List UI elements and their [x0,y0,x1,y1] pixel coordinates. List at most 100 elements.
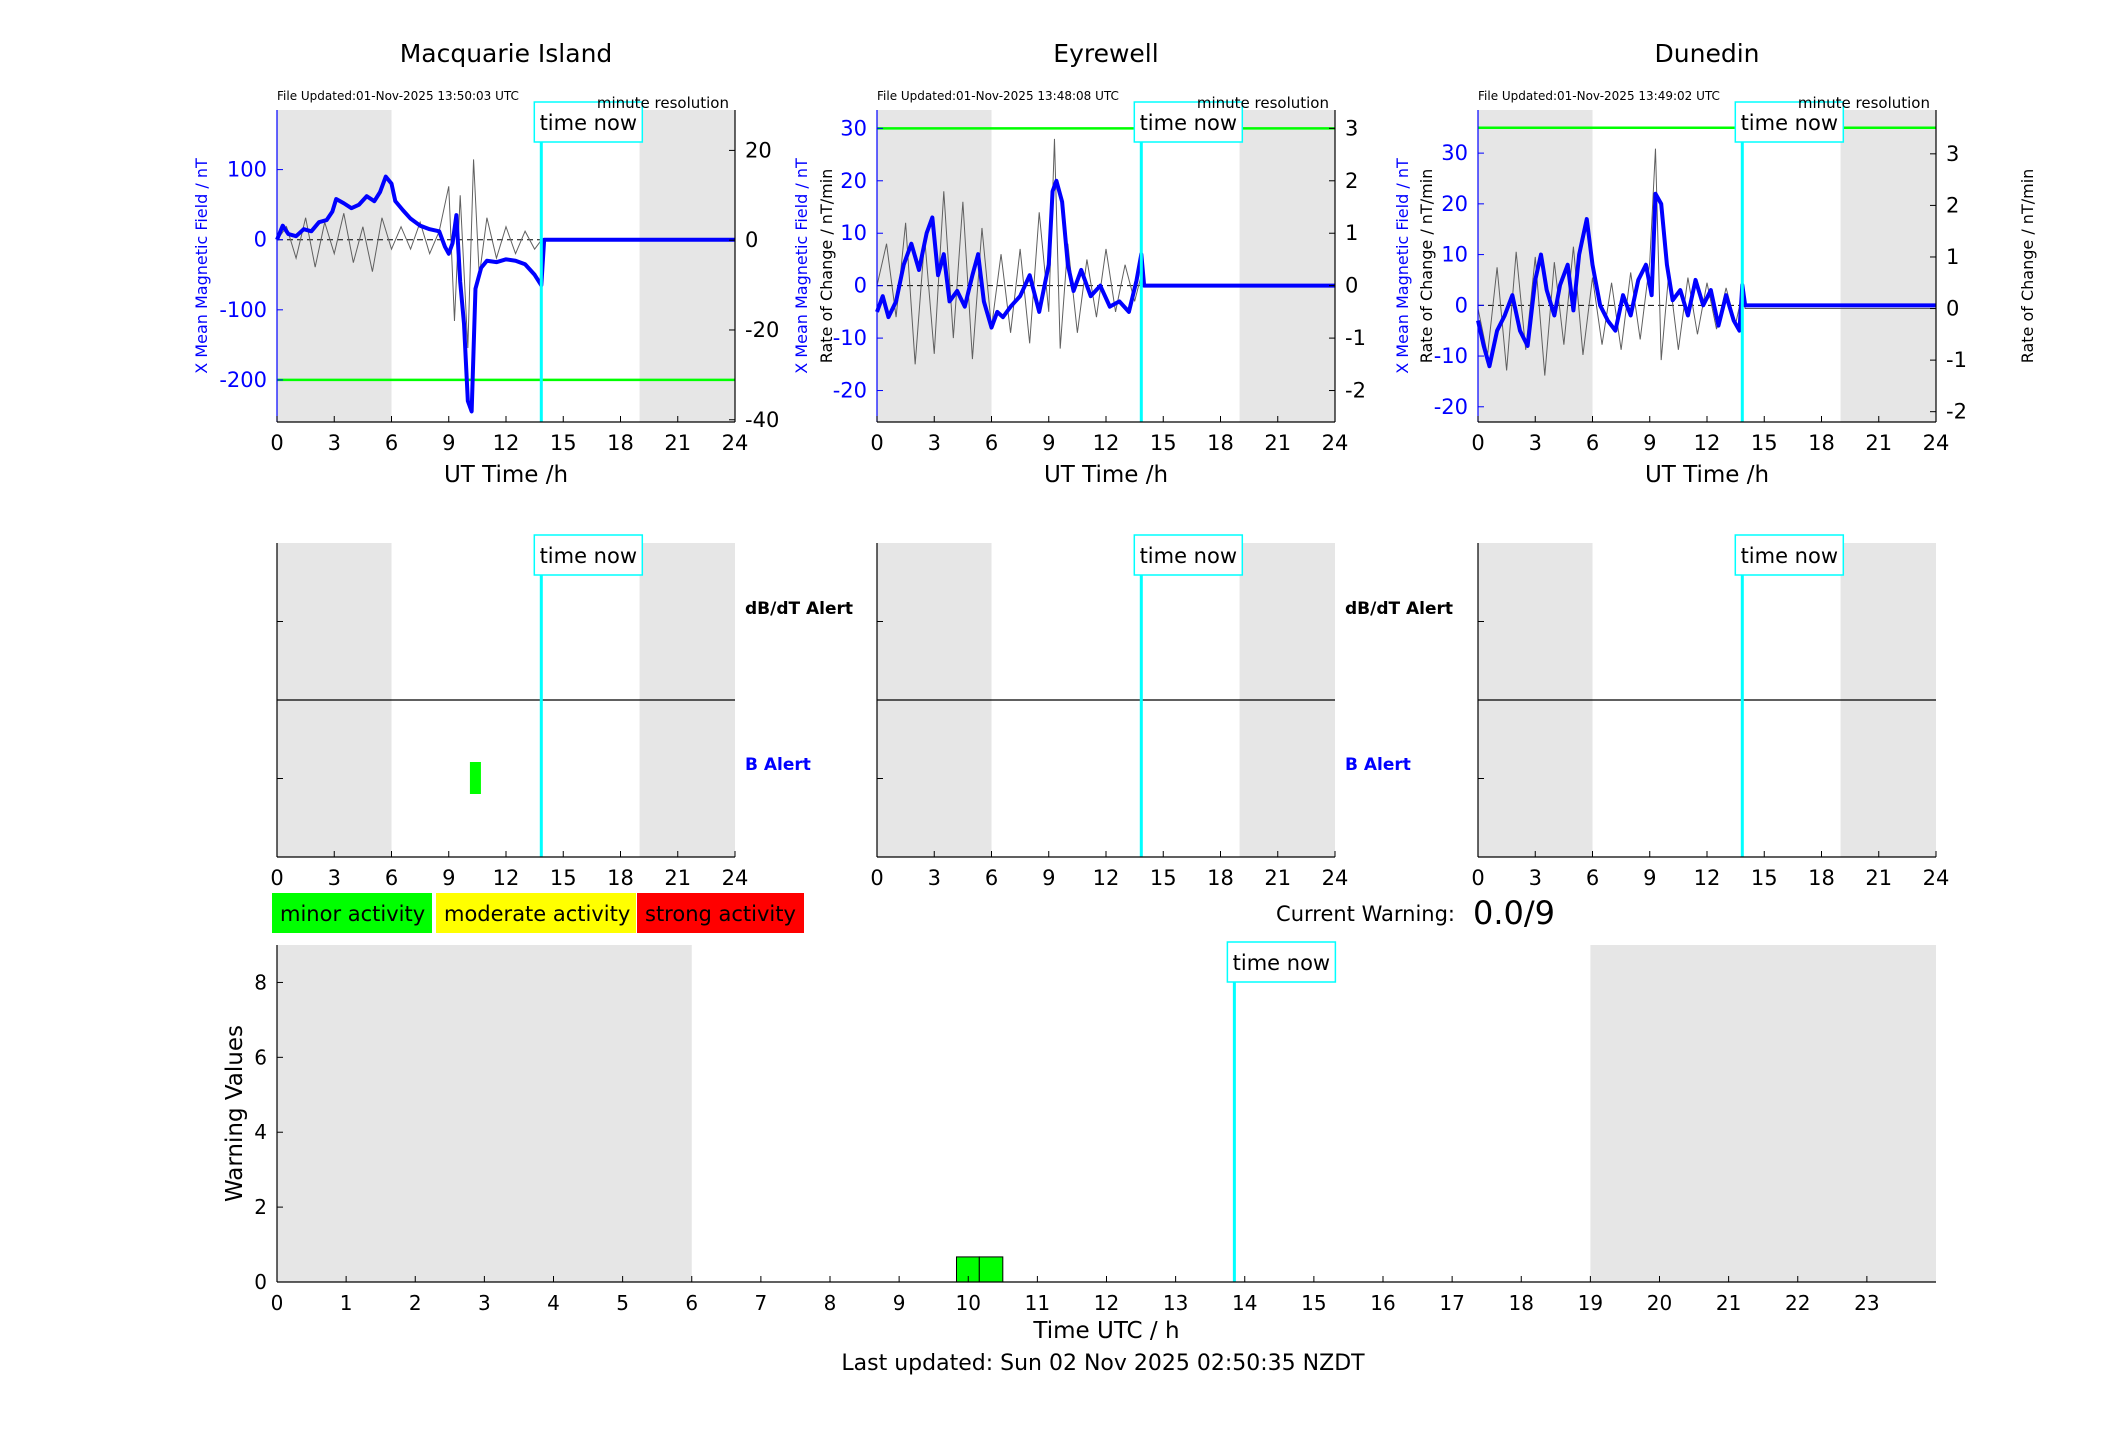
y-tick-label-right: 3 [1345,116,1358,140]
x-tick-label: 6 [1586,866,1599,890]
x-tick-label: 3 [928,431,941,455]
x-tick-label: 24 [1923,431,1950,455]
y-axis-label-right: Rate of Change / nT/min [1417,169,1436,364]
night-shading [639,110,735,422]
x-tick-label: 21 [1716,1291,1741,1315]
x-tick-label: 24 [1322,866,1349,890]
x-tick-label: 14 [1232,1291,1257,1315]
x-tick-label: 15 [1150,866,1177,890]
y-tick-label-left: 20 [1441,192,1468,216]
dbdt-alert-label: dB/dT Alert [745,599,853,619]
warning-y-axis-label: Warning Values [222,1025,248,1202]
x-tick-label: 12 [1093,431,1120,455]
x-tick-label: 12 [493,431,520,455]
y-tick-label-left: 0 [254,228,267,252]
x-tick-label: 0 [270,866,283,890]
x-tick-label: 15 [1751,866,1778,890]
night-shading [277,945,692,1282]
y-tick-label-right: -2 [1946,400,1967,424]
x-tick-label: 20 [1647,1291,1672,1315]
x-tick-label: 9 [1643,866,1656,890]
time-now-label: time now [540,111,637,135]
night-shading [1590,945,1936,1282]
x-tick-label: 12 [1694,866,1721,890]
x-tick-label: 22 [1785,1291,1810,1315]
y-axis-label-right: Rate of Change / nT/min [2018,169,2037,364]
x-tick-label: 9 [1643,431,1656,455]
x-axis-label: UT Time /h [1044,462,1168,488]
x-tick-label: 3 [328,431,341,455]
x-tick-label: 24 [722,431,749,455]
x-tick-label: 9 [1042,431,1055,455]
x-tick-label: 3 [928,866,941,890]
y-tick-label-left: 10 [1441,243,1468,267]
station-title: Macquarie Island [400,39,613,68]
x-tick-label: 6 [685,1291,698,1315]
y-tick-label-right: 0 [1946,297,1959,321]
time-now-box [533,534,644,576]
x-tick-label: 19 [1578,1291,1603,1315]
x-tick-label: 10 [956,1291,981,1315]
time-now-box [1734,534,1845,576]
y-tick-label-right: 0 [1345,274,1358,298]
y-tick-label-right: 20 [745,138,772,162]
night-shading [1478,110,1593,422]
time-now-label: time now [1140,544,1237,568]
x-axis-label: UT Time /h [444,462,568,488]
y-axis-label-right: Rate of Change / nT/min [817,169,836,364]
legend-swatch [436,893,636,933]
y-tick-label-left: 10 [840,221,867,245]
x-tick-label: 16 [1370,1291,1395,1315]
warning-y-tick-label: 0 [254,1270,267,1294]
x-tick-label: 15 [550,431,577,455]
y-axis-label-left: X Mean Magnetic Field / nT [1393,158,1412,374]
current-warning-label: Current Warning: [1276,902,1455,926]
x-tick-label: 12 [1094,1291,1119,1315]
warning-x-axis-label: Time UTC / h [1032,1318,1179,1344]
x-tick-label: 4 [547,1291,560,1315]
x-tick-label: 18 [607,866,634,890]
x-tick-label: 24 [1923,866,1950,890]
y-tick-label-right: -2 [1345,379,1366,403]
time-now-label: time now [540,544,637,568]
night-shading [277,110,392,422]
x-tick-label: 13 [1163,1291,1188,1315]
x-tick-label: 6 [385,866,398,890]
dbdt-alert-label: dB/dT Alert [1345,599,1453,619]
x-tick-label: 12 [493,866,520,890]
x-tick-label: 8 [824,1291,837,1315]
y-tick-label-right: 2 [1946,193,1959,217]
x-tick-label: 15 [1301,1291,1326,1315]
x-tick-label: 15 [1150,431,1177,455]
x-tick-label: 21 [664,866,691,890]
x-tick-label: 9 [1042,866,1055,890]
time-now-box [1133,534,1244,576]
y-tick-label-right: -20 [745,318,779,342]
y-tick-label-right: 2 [1345,169,1358,193]
x-tick-label: 0 [1471,866,1484,890]
warning-y-tick-label: 6 [254,1045,267,1069]
x-tick-label: 21 [1264,866,1291,890]
warning-bar [978,1256,1004,1283]
y-tick-label-right: -40 [745,408,779,432]
x-tick-label: 0 [1471,431,1484,455]
y-tick-label-left: 0 [854,274,867,298]
y-tick-label-right: -1 [1946,348,1967,372]
x-tick-label: 9 [442,431,455,455]
current-warning-value: 0.0/9 [1473,894,1555,932]
night-shading [877,110,992,422]
x-tick-label: 6 [385,431,398,455]
b-alert-mark [469,762,481,794]
file-updated-text: File Updated:01-Nov-2025 13:48:08 UTC [877,89,1119,103]
station-title: Dunedin [1655,39,1760,68]
time-now-box [1734,101,1845,143]
x-tick-label: 12 [1093,866,1120,890]
magnetic-field-line [275,174,735,414]
x-tick-label: 3 [1529,431,1542,455]
y-tick-label-left: -100 [219,298,267,322]
legend-label: minor activity [280,902,425,926]
x-tick-label: 0 [271,1291,284,1315]
warning-y-tick-label: 8 [254,970,267,994]
night-shading [1239,110,1335,422]
